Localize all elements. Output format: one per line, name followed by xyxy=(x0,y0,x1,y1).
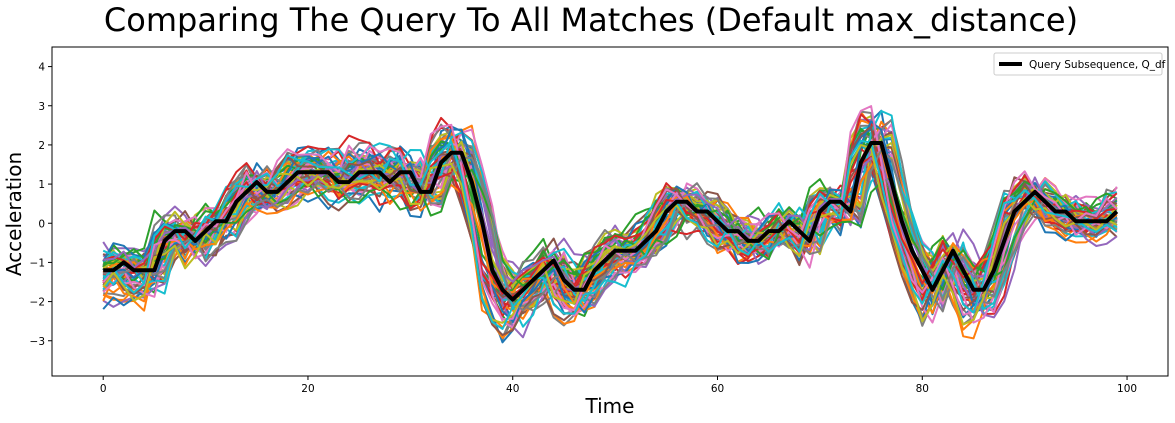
y-axis: −3 −2 −1 0 1 2 3 4 xyxy=(30,62,52,348)
x-tick-label: 60 xyxy=(711,383,724,395)
legend-query-label: Query Subsequence, Q_df xyxy=(1029,59,1166,71)
y-tick-label: 0 xyxy=(38,218,45,230)
x-tick-label: 40 xyxy=(506,383,519,395)
query-series-line xyxy=(103,141,1119,302)
y-axis-label: Acceleration xyxy=(2,152,26,276)
x-axis-label: Time xyxy=(585,394,635,418)
legend-box xyxy=(993,52,1163,76)
y-tick-label: 1 xyxy=(38,179,45,191)
plot-area-frame xyxy=(51,46,1169,377)
y-tick-label: −1 xyxy=(30,257,45,269)
y-tick-label: −2 xyxy=(30,297,45,309)
x-tick-label: 100 xyxy=(1117,383,1137,395)
x-tick-label: 80 xyxy=(916,383,929,395)
x-tick-label: 0 xyxy=(100,383,107,395)
legend: Query Subsequence, Q_df xyxy=(993,52,1166,76)
match-series-line xyxy=(102,139,1118,330)
y-tick-label: −3 xyxy=(30,336,45,348)
chart-title: Comparing The Query To All Matches (Defa… xyxy=(104,1,1078,39)
y-tick-label: 2 xyxy=(38,140,45,152)
match-series-line xyxy=(102,105,1118,321)
query-series-group xyxy=(103,141,1119,302)
x-tick-label: 20 xyxy=(301,383,314,395)
x-axis: 0 20 40 60 80 100 xyxy=(100,376,1137,395)
y-tick-label: 4 xyxy=(38,62,45,74)
y-tick-label: 3 xyxy=(38,101,45,113)
